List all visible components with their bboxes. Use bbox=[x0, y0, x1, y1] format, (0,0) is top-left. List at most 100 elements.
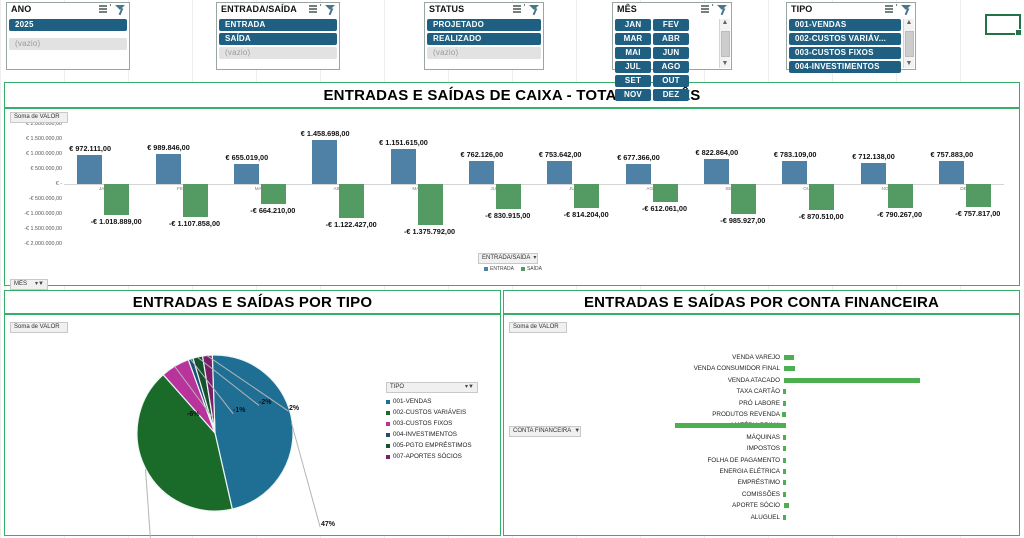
active-cell-selection[interactable] bbox=[985, 14, 1022, 36]
bar-entrada[interactable] bbox=[390, 149, 416, 184]
hbar-row[interactable]: VENDA VAREJO bbox=[610, 352, 1010, 363]
slicer-item-abr[interactable]: ABR bbox=[653, 33, 689, 45]
clear-filter-icon[interactable] bbox=[115, 4, 126, 15]
multi-select-icon[interactable] bbox=[885, 4, 897, 15]
slicer-mes-icons[interactable] bbox=[701, 4, 728, 15]
slicer-item-jun[interactable]: JUN bbox=[653, 47, 689, 59]
scrollbar-thumb[interactable] bbox=[721, 31, 730, 57]
slicer-item-ago[interactable]: AGO bbox=[653, 61, 689, 73]
slicer-item-entrada[interactable]: ENTRADA bbox=[219, 19, 337, 31]
hbar-bar[interactable] bbox=[675, 423, 786, 429]
filter-icon[interactable]: ▾▼ bbox=[465, 384, 474, 390]
pivot-field-button-conta-financeira[interactable]: CONTA FINANCEIRA ▼ bbox=[509, 426, 581, 437]
pivot-field-button-mes[interactable]: MÊS ▾▼ bbox=[10, 279, 48, 290]
hbar-bar[interactable] bbox=[783, 434, 786, 440]
hbar-row[interactable]: VENDA ATACADO bbox=[610, 375, 1010, 386]
bar-saida[interactable] bbox=[574, 184, 600, 209]
hbar-row[interactable]: APORTE SÓCIO bbox=[610, 500, 1010, 511]
filter-icon[interactable]: ▾▼ bbox=[533, 255, 537, 261]
pie-slice[interactable] bbox=[211, 354, 294, 510]
hbar-bar[interactable] bbox=[783, 389, 786, 395]
bar-entrada[interactable] bbox=[860, 162, 886, 184]
slicer-ano-icons[interactable] bbox=[99, 4, 126, 15]
hbar-bar[interactable] bbox=[784, 377, 920, 383]
pivot-field-button-tipo[interactable]: TIPO ▾▼ bbox=[386, 382, 478, 393]
slicer-item-002-custos-variaveis[interactable]: 002-CUSTOS VARIÁV... bbox=[789, 33, 901, 45]
slicer-mes[interactable]: MÊS JAN FEV MAR ABR MAI JUN JUL AGO SET … bbox=[612, 2, 732, 101]
bar-saida[interactable] bbox=[652, 184, 678, 203]
slicer-tipo-scrollbar[interactable]: ▲ ▼ bbox=[903, 19, 914, 68]
bar-saida[interactable] bbox=[495, 184, 521, 209]
scroll-up-icon[interactable]: ▲ bbox=[905, 19, 913, 26]
hbar-bar[interactable] bbox=[783, 480, 786, 486]
bar-entrada[interactable] bbox=[782, 160, 808, 184]
bar-saida[interactable] bbox=[965, 184, 991, 207]
bar-saida[interactable] bbox=[730, 184, 756, 214]
hbar-bar[interactable] bbox=[782, 446, 786, 452]
bar-saida[interactable] bbox=[104, 184, 130, 215]
multi-select-icon[interactable] bbox=[99, 4, 111, 15]
slicer-item-jul[interactable]: JUL bbox=[615, 61, 651, 73]
slicer-tipo[interactable]: TIPO 001-VENDAS 002-CUSTOS VARIÁV... 003… bbox=[786, 2, 916, 73]
scroll-down-icon[interactable]: ▼ bbox=[905, 60, 913, 67]
slicer-item-004-investimentos[interactable]: 004-INVESTIMENTOS bbox=[789, 61, 901, 73]
slicer-item-saida[interactable]: SAÍDA bbox=[219, 33, 337, 45]
slicer-mes-scrollbar[interactable]: ▲ ▼ bbox=[719, 19, 730, 68]
slicer-status[interactable]: STATUS PROJETADO REALIZADO (vazio) bbox=[424, 2, 544, 70]
clear-filter-icon[interactable] bbox=[325, 4, 336, 15]
pivot-field-button-entrada-saida[interactable]: ENTRADA/SAÍDA ▾▼ bbox=[478, 253, 538, 264]
slicer-item-out[interactable]: OUT bbox=[653, 75, 689, 87]
slicer-item-projetado[interactable]: PROJETADO bbox=[427, 19, 541, 31]
bar-saida[interactable] bbox=[887, 184, 913, 208]
bar-entrada[interactable] bbox=[77, 154, 103, 184]
bar-saida[interactable] bbox=[182, 184, 208, 218]
slicer-item-fev[interactable]: FEV bbox=[653, 19, 689, 31]
slicer-item-003-custos-fixos[interactable]: 003-CUSTOS FIXOS bbox=[789, 47, 901, 59]
hbar-bar[interactable] bbox=[782, 457, 786, 463]
bar-entrada[interactable] bbox=[155, 154, 181, 184]
slicer-item-set[interactable]: SET bbox=[615, 75, 651, 87]
bar-entrada[interactable] bbox=[547, 161, 573, 184]
hbar-bar[interactable] bbox=[783, 400, 786, 406]
slicer-item-realizado[interactable]: REALIZADO bbox=[427, 33, 541, 45]
tipo-pie-chart[interactable] bbox=[120, 338, 330, 528]
hbar-bar[interactable] bbox=[783, 514, 786, 520]
hbar-row[interactable]: PRÓ LABORE bbox=[610, 398, 1010, 409]
scrollbar-thumb[interactable] bbox=[905, 31, 914, 57]
scroll-down-icon[interactable]: ▼ bbox=[721, 60, 729, 67]
slicer-item-001-vendas[interactable]: 001-VENDAS bbox=[789, 19, 901, 31]
slicer-ano[interactable]: ANO 2025 (vazio) bbox=[6, 2, 130, 70]
hbar-row[interactable]: FOLHA DE PAGAMENTO bbox=[610, 455, 1010, 466]
slicer-entrada-saida[interactable]: ENTRADA/SAÍDA ENTRADA SAÍDA (vazio) bbox=[216, 2, 340, 70]
clear-filter-icon[interactable] bbox=[529, 4, 540, 15]
slicer-entrada-saida-icons[interactable] bbox=[309, 4, 336, 15]
hbar-row[interactable]: IMPOSTOS bbox=[610, 443, 1010, 454]
pivot-values-button-monthly[interactable]: Soma de VALOR bbox=[10, 112, 68, 123]
multi-select-icon[interactable] bbox=[309, 4, 321, 15]
hbar-row[interactable]: ENERGIA ELÉTRICA bbox=[610, 466, 1010, 477]
bar-saida[interactable] bbox=[339, 184, 365, 218]
slicer-item-jan[interactable]: JAN bbox=[615, 19, 651, 31]
slicer-status-icons[interactable] bbox=[513, 4, 540, 15]
hbar-row[interactable]: MÁQUINAS bbox=[610, 432, 1010, 443]
clear-filter-icon[interactable] bbox=[901, 4, 912, 15]
scroll-up-icon[interactable]: ▲ bbox=[721, 19, 729, 26]
slicer-item-mar[interactable]: MAR bbox=[615, 33, 651, 45]
bar-entrada[interactable] bbox=[233, 164, 259, 184]
bar-entrada[interactable] bbox=[312, 140, 338, 184]
bar-entrada[interactable] bbox=[703, 159, 729, 184]
hbar-row[interactable]: COMISSÕES bbox=[610, 489, 1010, 500]
slicer-item-nov[interactable]: NOV bbox=[615, 89, 651, 101]
bar-saida[interactable] bbox=[809, 184, 835, 211]
monthly-column-chart[interactable]: € 2.000.000,00 € 1.500.000,00 € 1.000.000,… bbox=[8, 118, 1008, 263]
slicer-item-vazio[interactable]: (vazio) bbox=[219, 47, 337, 59]
bar-saida[interactable] bbox=[417, 184, 443, 226]
pivot-values-button-pie[interactable]: Soma de VALOR bbox=[10, 322, 68, 333]
hbar-row[interactable]: TAXA CARTÃO bbox=[610, 386, 1010, 397]
hbar-bar[interactable] bbox=[784, 503, 790, 509]
slicer-item-vazio[interactable]: (vazio) bbox=[9, 38, 127, 50]
slicer-item-2025[interactable]: 2025 bbox=[9, 19, 127, 31]
multi-select-icon[interactable] bbox=[701, 4, 713, 15]
bar-saida[interactable] bbox=[260, 184, 286, 204]
hbar-bar[interactable] bbox=[783, 469, 786, 474]
